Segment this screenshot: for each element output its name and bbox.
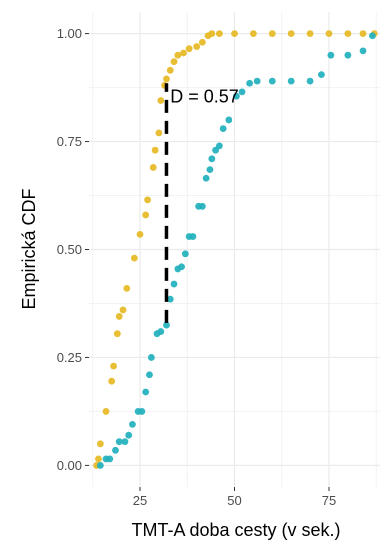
data-point-teal [138, 408, 146, 415]
data-point-gold [344, 30, 352, 37]
data-point-teal [142, 388, 150, 396]
data-point-teal [163, 321, 170, 329]
data-point-gold [198, 38, 206, 46]
data-point-gold [163, 75, 170, 83]
data-point-teal [170, 280, 178, 288]
data-point-teal [327, 51, 335, 59]
data-point-gold [110, 362, 117, 370]
data-point-gold [174, 51, 182, 59]
data-point-gold [119, 306, 127, 314]
data-point-teal [166, 295, 174, 303]
data-point-teal [318, 71, 325, 79]
data-point-teal [268, 77, 276, 85]
y-tick-label: 0.50 [57, 242, 82, 257]
data-point-gold [359, 30, 367, 37]
data-point-gold [306, 30, 314, 37]
data-point-gold [166, 66, 174, 74]
data-point-teal [198, 202, 206, 210]
data-point-gold [325, 30, 333, 37]
data-point-teal [112, 446, 119, 454]
data-point-teal [253, 77, 261, 85]
data-point-gold [155, 129, 163, 137]
data-point-gold [136, 230, 144, 238]
data-point-teal [246, 79, 254, 87]
data-point-gold [130, 254, 138, 262]
x-axis-title: TMT-A doba cesty (v sek.) [131, 520, 340, 540]
y-tick-label: 0.00 [57, 458, 82, 473]
data-point-teal [287, 77, 295, 85]
data-point-gold [215, 30, 223, 37]
data-point-gold [115, 313, 123, 320]
y-tick-label: 1.00 [57, 26, 82, 41]
x-tick-label: 25 [133, 493, 147, 508]
data-point-gold [123, 284, 131, 292]
data-point-teal [306, 77, 314, 85]
data-point-gold [185, 45, 193, 53]
data-point-gold [144, 196, 151, 204]
data-point-teal [121, 438, 129, 446]
y-axis-title: Empirická CDF [19, 188, 39, 309]
data-point-gold [96, 440, 104, 448]
data-point-teal [129, 420, 136, 428]
data-point-gold [193, 43, 201, 50]
ks-distance-label: D = 0.57 [170, 87, 239, 107]
data-point-teal [238, 88, 246, 96]
data-point-gold [208, 30, 216, 37]
data-point-teal [125, 431, 133, 439]
data-point-teal [96, 462, 104, 469]
data-point-teal [219, 125, 227, 132]
data-point-teal [106, 455, 114, 463]
data-point-teal [181, 250, 189, 258]
data-point-gold [151, 146, 159, 154]
data-point-gold [157, 97, 165, 104]
x-tick-label: 50 [227, 493, 241, 508]
data-point-teal [215, 142, 223, 150]
data-point-gold [108, 377, 116, 385]
y-axis-ticks: 0.00 0.25 0.50 0.75 1.00 [57, 26, 89, 473]
x-tick-label: 75 [322, 493, 336, 508]
data-point-gold [170, 58, 178, 66]
data-point-gold [231, 30, 238, 37]
data-point-teal [157, 328, 165, 335]
data-point-teal [189, 233, 197, 240]
data-point-gold [180, 49, 187, 57]
data-point-gold [287, 30, 295, 37]
data-point-teal [178, 263, 185, 271]
data-point-teal [146, 371, 153, 379]
data-point-teal [232, 92, 240, 100]
data-point-teal [359, 47, 367, 55]
x-axis-ticks: 25 50 75 [133, 487, 336, 508]
data-point-teal [115, 438, 123, 446]
data-point-gold [95, 455, 102, 463]
grid-major [89, 12, 380, 487]
data-point-gold [249, 30, 257, 37]
y-tick-label: 0.25 [57, 350, 82, 365]
data-point-teal [369, 32, 376, 40]
data-point-teal [225, 116, 233, 124]
series-teal [96, 32, 376, 469]
data-point-teal [147, 354, 155, 361]
data-point-gold [142, 211, 150, 219]
data-point-gold [149, 164, 157, 171]
data-point-gold [102, 408, 110, 415]
data-point-teal [344, 51, 352, 59]
data-point-gold [268, 30, 276, 37]
data-point-teal [202, 174, 210, 182]
data-point-teal [206, 166, 214, 174]
data-point-teal [208, 155, 216, 163]
data-point-gold [113, 330, 121, 338]
y-tick-label: 0.75 [57, 134, 82, 149]
